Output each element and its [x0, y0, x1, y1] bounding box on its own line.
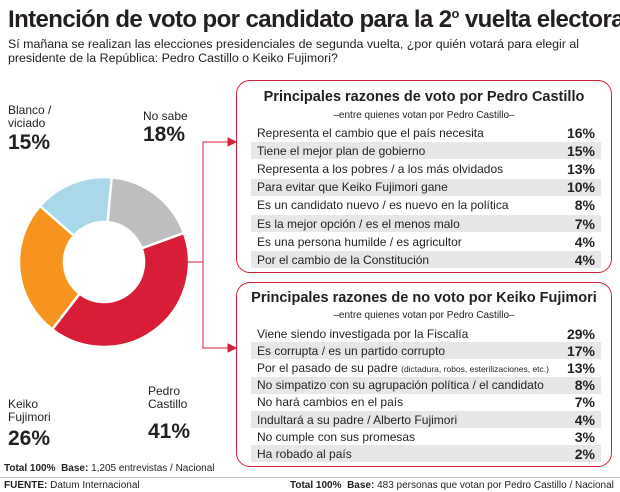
panel-subtitle-voto: –entre quienes votan por Pedro Castillo–: [333, 110, 515, 121]
pie-label-castillo: Pedro Castillo: [148, 384, 188, 411]
novoto-row-label: Por el pasado de su padre (dictadura, ro…: [257, 360, 549, 375]
panel-voto-castillo: Principales razones de voto por Pedro Ca…: [236, 80, 612, 273]
voto-row: Representa a los pobres / a los más olvi…: [251, 160, 601, 177]
voto-row-value: 16%: [566, 124, 595, 141]
voto-row: Es una persona humilde / es agricultor 4%: [251, 233, 601, 250]
voto-row-label: Es la mejor opción / es el menos malo: [257, 216, 460, 231]
voto-row-value: 4%: [574, 251, 595, 268]
voto-row-label: Representa a los pobres / a los más olvi…: [257, 161, 504, 176]
pie-label-blanco: Blanco / viciado: [8, 103, 52, 130]
voto-row-label: Por el cambio de la Constitución: [257, 252, 430, 267]
novoto-row-value: 29%: [566, 325, 595, 342]
novoto-row: No simpatizo con su agrupación política …: [251, 376, 601, 394]
pie-value-castillo: 41%: [148, 420, 191, 443]
voto-row: Representa el cambio que el país necesit…: [251, 124, 601, 141]
pie-value-nosabe: 18%: [143, 123, 186, 146]
connector-arrow-bottom: [227, 343, 238, 353]
novoto-row: Por el pasado de su padre (dictadura, ro…: [251, 359, 601, 376]
voto-row-label: Representa el cambio que el país necesit…: [257, 125, 484, 140]
novoto-row-value: 17%: [566, 342, 595, 359]
footer-base-left: Total 100% Base: 1,205 entrevistas / Nac…: [4, 463, 215, 474]
novoto-row-value: 3%: [574, 428, 595, 445]
voto-row-value: 7%: [574, 215, 595, 232]
panel-novoto-keiko: Principales razones de no voto por Keiko…: [236, 282, 612, 467]
footer-source: FUENTE: Datum Internacional: [4, 480, 140, 491]
donut-slice-keiko: [17, 204, 82, 332]
footer-base-right: Total 100% Base: 483 personas que votan …: [290, 480, 614, 491]
panel-title-novoto: Principales razones de no voto por Keiko…: [251, 290, 597, 306]
novoto-row-label: Ha robado al país: [257, 446, 352, 461]
voto-row-label: Para evitar que Keiko Fujimori gane: [257, 180, 448, 195]
novoto-row: No hará cambios en el país 7%: [251, 394, 601, 411]
voto-row-value: 13%: [566, 160, 595, 177]
voto-row-value: 4%: [574, 233, 595, 250]
footer-divider: [0, 477, 620, 478]
pie-label-nosabe: No sabe: [143, 109, 188, 123]
voto-row-label: Es un candidato nuevo / es nuevo en la p…: [257, 198, 509, 213]
donut-slice-castillo: [50, 231, 191, 349]
voto-row: Tiene el mejor plan de gobierno 15%: [251, 142, 601, 160]
panel-subtitle-novoto: –entre quienes votan por Pedro Castillo–: [333, 310, 515, 321]
novoto-row-label: Indultará a su padre / Alberto Fujimori: [257, 412, 458, 427]
voto-row: Es un candidato nuevo / es nuevo en la p…: [251, 197, 601, 214]
page-subtitle: Sí mañana se realizan las elecciones pre…: [8, 37, 580, 65]
novoto-row-note: (dictadura, robos, esterilizaciones, etc…: [401, 363, 549, 374]
pie-value-blanco: 15%: [8, 131, 51, 154]
voto-row: Por el cambio de la Constitución 4%: [251, 251, 601, 269]
novoto-row-value: 2%: [574, 445, 595, 462]
novoto-row-value: 4%: [574, 411, 595, 428]
panel-title-voto: Principales razones de voto por Pedro Ca…: [263, 89, 585, 105]
donut-slice-nosabe: [106, 175, 186, 250]
connector-arrow-top: [227, 137, 238, 147]
connector-line: [187, 141, 228, 349]
novoto-row-value: 13%: [566, 359, 595, 376]
novoto-row: Indultará a su padre / Alberto Fujimori 4…: [251, 411, 601, 428]
voto-row: Para evitar que Keiko Fujimori gane 10%: [251, 178, 601, 196]
novoto-row-label: No cumple con sus promesas: [257, 429, 416, 444]
novoto-row-value: 7%: [574, 394, 595, 411]
novoto-row: Viene siendo investigada por la Fiscalía…: [251, 325, 601, 342]
novoto-row-label: No hará cambios en el país: [257, 395, 404, 410]
voto-row-value: 15%: [566, 142, 595, 159]
novoto-row-label: Es corrupta / es un partido corrupto: [257, 343, 446, 358]
voto-row-label: Tiene el mejor plan de gobierno: [257, 143, 426, 158]
novoto-row-label: No simpatizo con su agrupación política …: [257, 378, 544, 393]
novoto-row-label: Viene siendo investigada por la Fiscalía: [257, 326, 469, 341]
voto-row-value: 10%: [566, 179, 595, 196]
novoto-row: Ha robado al país 2%: [251, 445, 601, 463]
voto-row-value: 8%: [574, 197, 595, 214]
novoto-row: No cumple con sus promesas 3%: [251, 428, 601, 445]
page-title: Intención de voto por candidato para la …: [8, 6, 620, 33]
pie-label-keiko: Keiko Fujimori: [8, 397, 51, 424]
voto-row: Es la mejor opción / es el menos malo 7%: [251, 215, 601, 232]
novoto-row: Es corrupta / es un partido corrupto 17%: [251, 342, 601, 360]
novoto-row-value: 8%: [574, 377, 595, 394]
voto-row-label: Es una persona humilde / es agricultor: [257, 234, 462, 249]
pie-value-keiko: 26%: [8, 427, 51, 450]
